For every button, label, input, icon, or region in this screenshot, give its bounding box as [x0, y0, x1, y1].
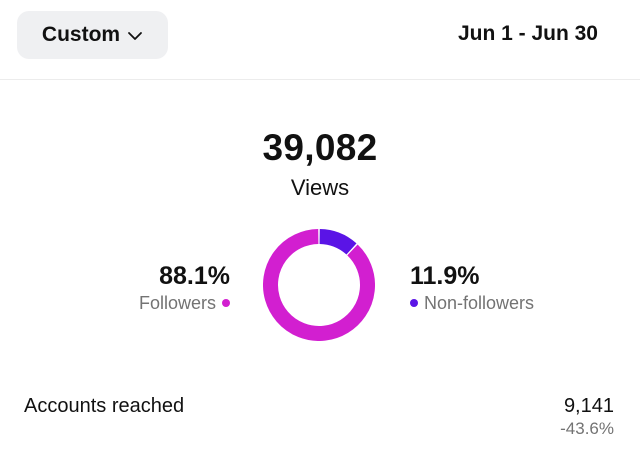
- range-dropdown-label: Custom: [41, 23, 121, 46]
- followers-dot-icon: [222, 299, 230, 307]
- followers-label: Followers: [138, 293, 216, 313]
- chevron-down-icon: [127, 28, 143, 44]
- views-donut-chart: [263, 229, 375, 341]
- donut-segment-non-followers: [319, 229, 357, 255]
- accounts-reached-label: Accounts reached: [24, 395, 185, 417]
- header-bar: Custom Jun 1 - Jun 30: [0, 0, 640, 80]
- non-followers-stat: 11.9% Non-followers: [410, 261, 534, 315]
- views-label: Views: [290, 175, 350, 200]
- donut-segment-followers: [263, 229, 375, 341]
- accounts-reached-row[interactable]: Accounts reached 9,141 -43.6%: [24, 393, 614, 443]
- non-followers-percent: 11.9%: [410, 262, 480, 290]
- followers-legend: Followers: [139, 291, 230, 315]
- views-total: 39,082: [262, 127, 378, 168]
- non-followers-legend: Non-followers: [410, 291, 534, 315]
- accounts-reached-value: 9,141: [563, 395, 614, 417]
- date-range-text: Jun 1 - Jun 30: [457, 22, 598, 45]
- non-followers-label: Non-followers: [424, 293, 535, 313]
- date-range-dropdown[interactable]: Custom: [17, 11, 168, 59]
- non-followers-dot-icon: [410, 299, 418, 307]
- followers-percent: 88.1%: [159, 262, 230, 290]
- followers-stat: 88.1% Followers: [139, 261, 230, 315]
- accounts-reached-change: -43.6%: [560, 419, 614, 438]
